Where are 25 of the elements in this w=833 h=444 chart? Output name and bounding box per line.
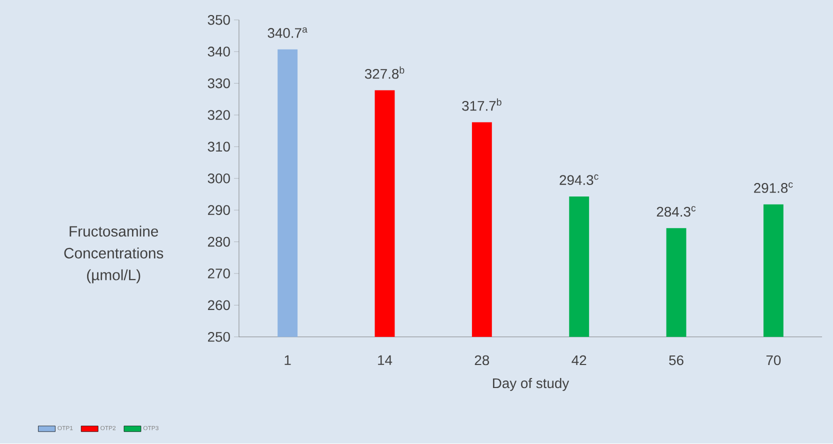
x-axis-title: Day of study (493, 378, 570, 392)
y-axis-title: Fructosamine Concentrations (µmol/L) (64, 226, 164, 284)
y-tick-label: 290 (208, 205, 230, 216)
y-tick-label: 320 (208, 110, 230, 120)
y-tick-label: 340 (208, 46, 230, 57)
y-tick-label: 260 (208, 300, 230, 310)
y-tick-label: 350 (208, 15, 230, 26)
y-tick-label: 270 (208, 268, 230, 279)
x-tick-label: 28 (474, 356, 490, 366)
y-tick-label: 250 (208, 332, 230, 342)
x-tick-label: 14 (378, 356, 392, 366)
data-label: 291.8$^{c}$ (754, 182, 793, 194)
data-label: 317.7$^{b}$ (462, 98, 502, 112)
x-tick-label: 42 (572, 356, 586, 366)
y-tick-label: 330 (208, 78, 230, 88)
y-tick-label: 280 (208, 237, 230, 247)
data-label: 340.7$^{a}$ (268, 28, 308, 38)
y-tick-label: 310 (208, 142, 230, 152)
x-tick-label: 1 (284, 356, 291, 366)
x-tick-label: 70 (766, 356, 781, 366)
y-tick-label: 300 (208, 174, 230, 184)
data-label: 327.8$^{b}$ (364, 66, 404, 80)
data-label: 294.3$^{c}$ (560, 174, 598, 186)
x-tick-label: 56 (669, 356, 684, 366)
data-label: 284.3$^{c}$ (656, 206, 696, 217)
